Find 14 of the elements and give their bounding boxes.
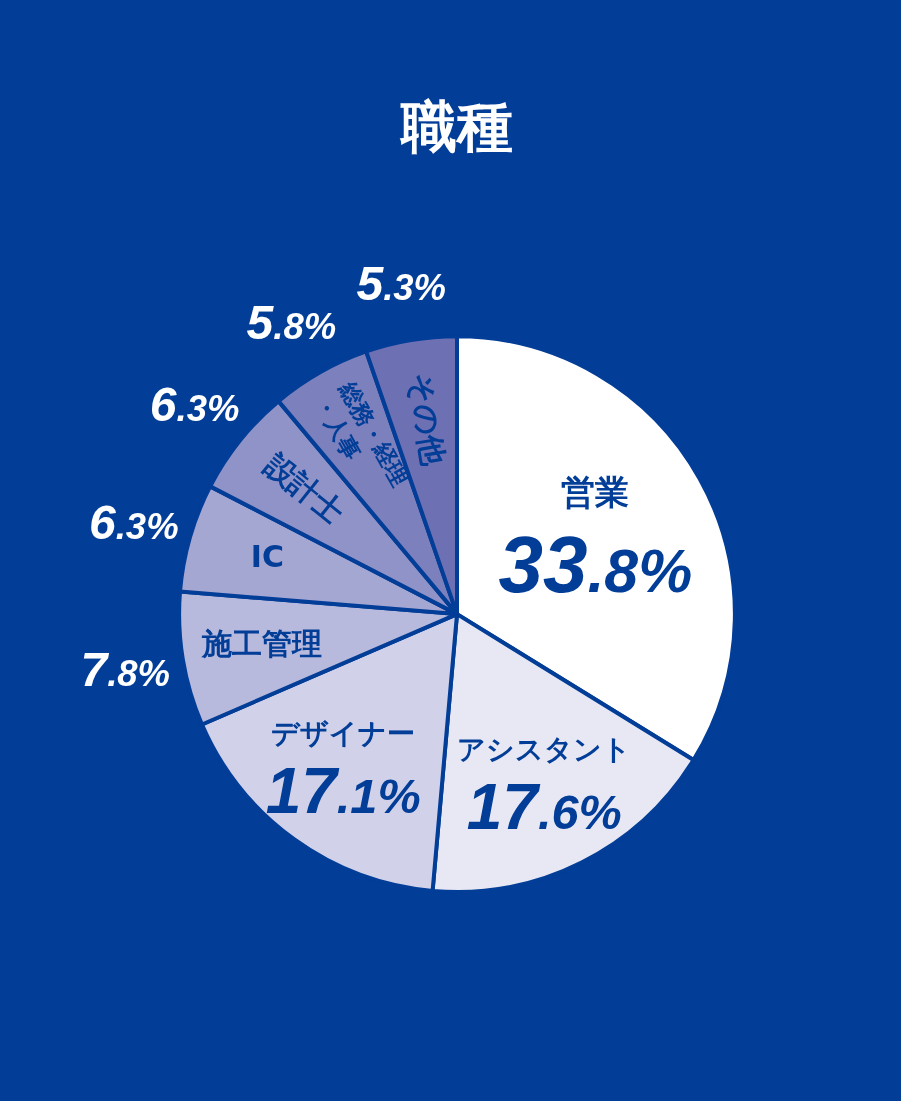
data-label: 17.1%	[265, 754, 421, 827]
data-label: 5.8%	[246, 295, 337, 349]
slice-label: 営業	[561, 471, 630, 512]
data-label: 6.3%	[149, 378, 240, 432]
data-label: 33.8%	[498, 519, 693, 609]
slice-label: 施工管理	[201, 625, 323, 661]
data-label: 6.3%	[89, 495, 179, 549]
slice-label: デザイナー	[271, 717, 416, 751]
data-label: 5.3%	[356, 256, 447, 310]
chart-title: 職種	[399, 94, 513, 160]
slice-label: アシスタント	[457, 733, 632, 767]
data-label: 7.8%	[80, 643, 170, 697]
slice-label: IC	[250, 539, 284, 575]
data-label: 17.6%	[466, 771, 622, 844]
